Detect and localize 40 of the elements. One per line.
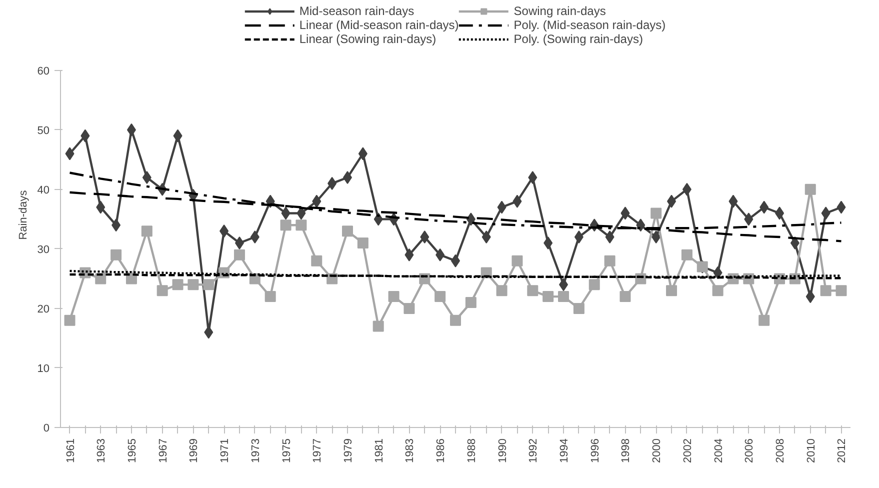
x-tick-label: 2012 xyxy=(836,438,848,463)
x-tick-label: 1998 xyxy=(620,438,632,463)
y-tick-label: 60 xyxy=(37,65,50,78)
y-tick-label: 10 xyxy=(37,362,50,375)
y-tick-label: 20 xyxy=(37,303,50,316)
x-tick-label: 1986 xyxy=(435,438,448,463)
x-tick-label: 1967 xyxy=(157,438,170,463)
x-tick-label: 1961 xyxy=(64,438,77,463)
legend-label: Poly. (Mid-season rain-days) xyxy=(514,18,666,32)
x-tick-label: 2000 xyxy=(651,438,664,463)
x-tick-label: 2002 xyxy=(682,438,694,463)
x-tick-label: 1963 xyxy=(96,438,108,463)
x-tick-label: 1975 xyxy=(280,438,293,463)
legend-label: Mid-season rain-days xyxy=(299,4,414,18)
x-tick-label: 1990 xyxy=(496,438,509,463)
x-tick-label: 1965 xyxy=(126,438,138,463)
x-tick-label: 1973 xyxy=(250,438,262,463)
x-tick-label: 1992 xyxy=(528,438,540,463)
x-tick-label: 2004 xyxy=(712,438,725,463)
x-tick-label: 2008 xyxy=(774,438,787,463)
x-tick-label: 1977 xyxy=(312,438,324,463)
y-tick-label: 30 xyxy=(37,244,50,256)
x-tick-label: 2006 xyxy=(744,438,756,463)
legend-label: Linear (Sowing rain-days) xyxy=(299,32,436,46)
legend-label: Linear (Mid-season rain-days) xyxy=(299,18,459,32)
y-tick-label: 0 xyxy=(43,422,50,434)
y-axis-title: Rain-days xyxy=(17,190,30,240)
x-tick-label: 1988 xyxy=(466,438,478,463)
x-tick-label: 1981 xyxy=(373,438,386,463)
x-tick-label: 1983 xyxy=(404,438,416,463)
x-tick-label: 1994 xyxy=(558,438,571,463)
y-tick-label: 50 xyxy=(37,124,50,137)
x-tick-label: 1969 xyxy=(188,438,200,463)
legend-label: Poly. (Sowing rain-days) xyxy=(514,32,643,46)
x-tick-label: 2010 xyxy=(805,438,818,463)
x-tick-label: 1971 xyxy=(219,438,232,463)
legend-label: Sowing rain-days xyxy=(514,4,606,18)
y-tick-label: 40 xyxy=(37,184,50,196)
x-tick-label: 1979 xyxy=(342,438,354,463)
x-tick-label: 1996 xyxy=(589,438,602,463)
